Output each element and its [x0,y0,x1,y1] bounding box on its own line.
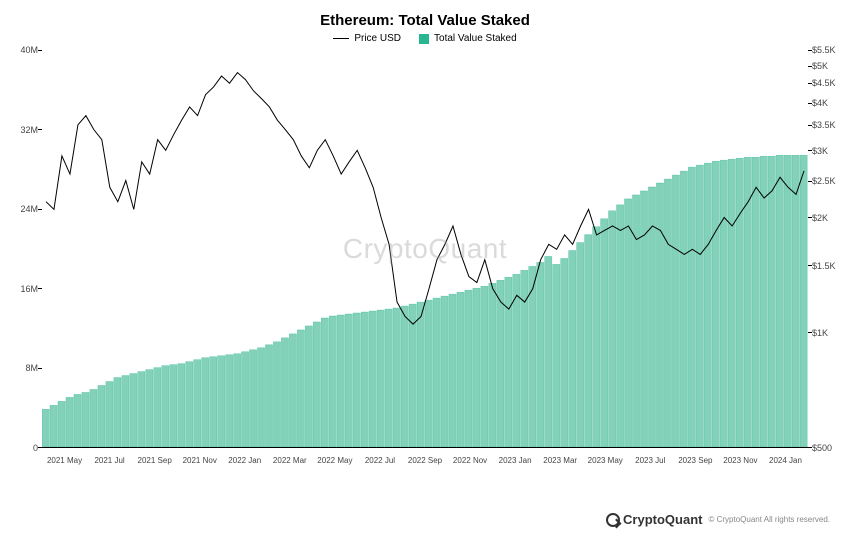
x-tick-label: 2021 Nov [183,456,217,465]
chart-area: 08M16M24M32M40M $500$1K$1.5K$2K$2.5K$3K$… [42,50,808,470]
y-right-tick: $4K [812,98,844,108]
y-right-tick: $500 [812,443,844,453]
x-tick-label: 2022 Nov [453,456,487,465]
y-left-tick: 16M [10,284,38,294]
copyright-text: © CryptoQuant All rights reserved. [709,515,831,524]
y-right-tick: $1K [812,328,844,338]
x-tick-label: 2022 Sep [408,456,442,465]
plot-area: CryptoQuant [42,50,808,448]
y-right-tick: $5K [812,61,844,71]
area-series [42,155,807,447]
y-right-tick: $2.5K [812,176,844,186]
x-tick-label: 2021 Sep [138,456,172,465]
y-axis-right: $500$1K$1.5K$2K$2.5K$3K$3.5K$4K$4.5K$5K$… [812,50,844,448]
y-left-tick: 32M [10,125,38,135]
x-tick-label: 2023 Nov [723,456,757,465]
legend: Price USD Total Value Staked [0,33,850,50]
y-axis-left: 08M16M24M32M40M [10,50,38,448]
x-tick-label: 2022 Jul [365,456,395,465]
legend-square-swatch [419,34,429,44]
plot-svg [42,50,808,447]
x-tick-label: 2024 Jan [769,456,802,465]
x-tick-label: 2021 Jul [94,456,124,465]
legend-line-swatch [333,38,349,39]
y-left-tick: 8M [10,363,38,373]
y-right-tick: $1.5K [812,261,844,271]
x-tick-label: 2023 May [588,456,623,465]
y-right-tick: $3K [812,146,844,156]
chart-title: Ethereum: Total Value Staked [0,0,850,33]
x-tick-label: 2023 Mar [543,456,577,465]
y-right-tick: $4.5K [812,78,844,88]
x-tick-label: 2021 May [47,456,82,465]
x-tick-label: 2023 Jul [635,456,665,465]
legend-item-staked: Total Value Staked [419,33,517,44]
y-left-tick: 24M [10,204,38,214]
legend-label: Price USD [354,33,401,44]
legend-label: Total Value Staked [434,33,517,44]
x-tick-label: 2023 Sep [678,456,712,465]
y-left-tick: 40M [10,45,38,55]
brand-logo: CryptoQuant [606,512,702,527]
x-tick-label: 2022 May [317,456,352,465]
legend-item-price: Price USD [333,33,401,44]
footer: CryptoQuant © CryptoQuant All rights res… [606,512,830,527]
x-tick-label: 2022 Jan [228,456,261,465]
x-tick-label: 2022 Mar [273,456,307,465]
magnifier-icon [606,513,620,527]
y-right-tick: $3.5K [812,120,844,130]
y-right-tick: $5.5K [812,45,844,55]
x-tick-label: 2023 Jan [499,456,532,465]
x-axis: 2021 May 2021 Jul 2021 Sep 2021 Nov 2022 Jan… [42,452,808,470]
brand-name: CryptoQuant [623,512,702,527]
y-left-tick: 0 [10,443,38,453]
y-right-tick: $2K [812,213,844,223]
